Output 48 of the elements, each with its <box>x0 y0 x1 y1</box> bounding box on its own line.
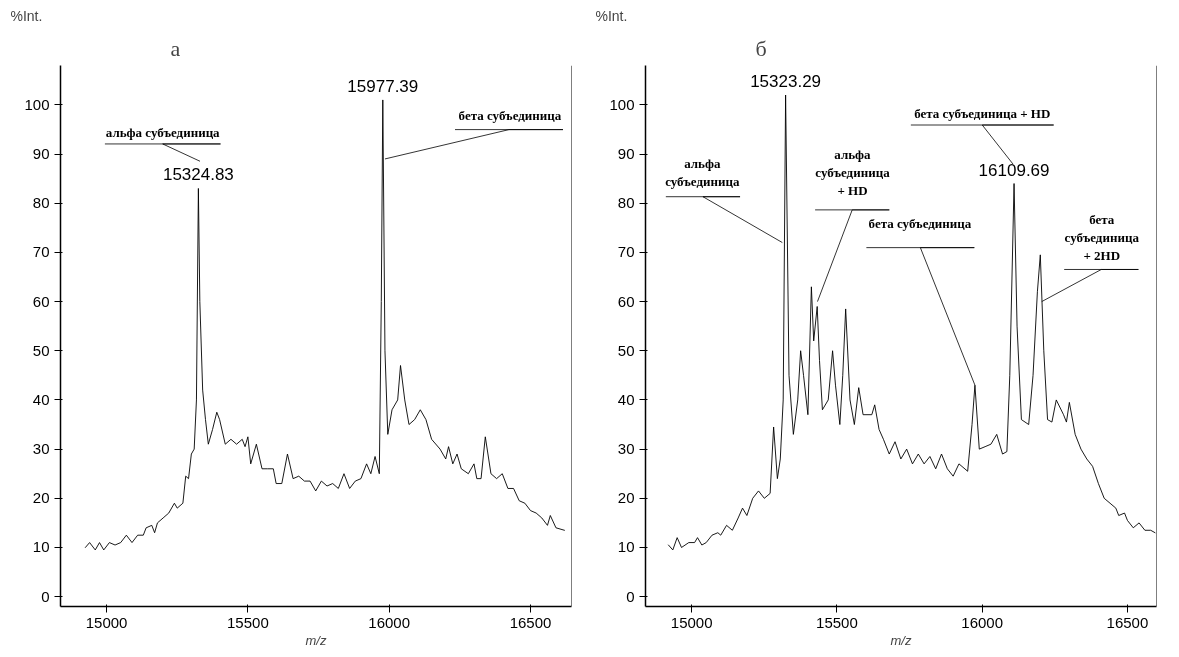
y-tick-label: 70 <box>32 243 50 261</box>
y-tick-label: 60 <box>617 292 635 310</box>
annotation: 15323.29 <box>750 72 822 92</box>
y-tick-label: 0 <box>626 587 635 605</box>
y-tick-label: 0 <box>41 587 50 605</box>
annotation: бета субъединица <box>458 107 562 123</box>
y-tick-label: 40 <box>32 390 50 408</box>
y-tick-label: 20 <box>32 489 50 507</box>
y-tick-label: 30 <box>32 440 50 458</box>
x-tick-label: 16000 <box>961 613 1004 631</box>
y-tick-label: 70 <box>617 243 635 261</box>
x-axis-title: m/z <box>305 632 327 648</box>
x-tick-label: 15500 <box>227 613 269 631</box>
x-tick-label: 16000 <box>368 613 411 631</box>
annotation: бета субъединица <box>868 216 972 232</box>
y-tick-label: 50 <box>32 341 50 359</box>
chart-title: б <box>755 35 767 61</box>
y-axis-title: %Int. <box>10 7 43 24</box>
annotation: 16109.69 <box>978 160 1050 180</box>
y-axis-title: %Int. <box>595 7 628 24</box>
y-tick-label: 90 <box>32 145 50 163</box>
line-series <box>84 99 565 551</box>
annotation: 15977.39 <box>347 76 419 96</box>
chart-title: а <box>170 35 181 61</box>
y-tick-label: 90 <box>617 145 635 163</box>
annotation: бета субъединица + HD <box>914 106 1051 122</box>
y-tick-label: 50 <box>617 341 635 359</box>
annotation: альфа субъединица + HD <box>815 146 891 198</box>
y-tick-label: 100 <box>24 95 50 113</box>
annotation: альфа субъединица <box>105 124 221 140</box>
y-tick-label: 20 <box>617 489 635 507</box>
annotation: 15324.83 <box>162 165 234 185</box>
y-tick-label: 60 <box>32 292 50 310</box>
y-tick-label: 10 <box>617 538 635 556</box>
annotation: бета субъединица + 2HD <box>1064 211 1140 263</box>
x-tick-label: 15000 <box>85 613 128 631</box>
annotation: альфа субъединица <box>665 155 740 189</box>
y-tick-label: 10 <box>32 538 50 556</box>
y-tick-label: 30 <box>617 440 635 458</box>
x-axis-title: m/z <box>890 632 912 648</box>
x-tick-label: 16500 <box>509 613 552 631</box>
x-tick-label: 16500 <box>1106 613 1149 631</box>
y-tick-label: 80 <box>32 194 50 212</box>
y-tick-label: 100 <box>609 95 635 113</box>
y-tick-label: 40 <box>617 390 635 408</box>
x-tick-label: 15500 <box>816 613 858 631</box>
y-tick-label: 80 <box>617 194 635 212</box>
x-tick-label: 15000 <box>670 613 713 631</box>
